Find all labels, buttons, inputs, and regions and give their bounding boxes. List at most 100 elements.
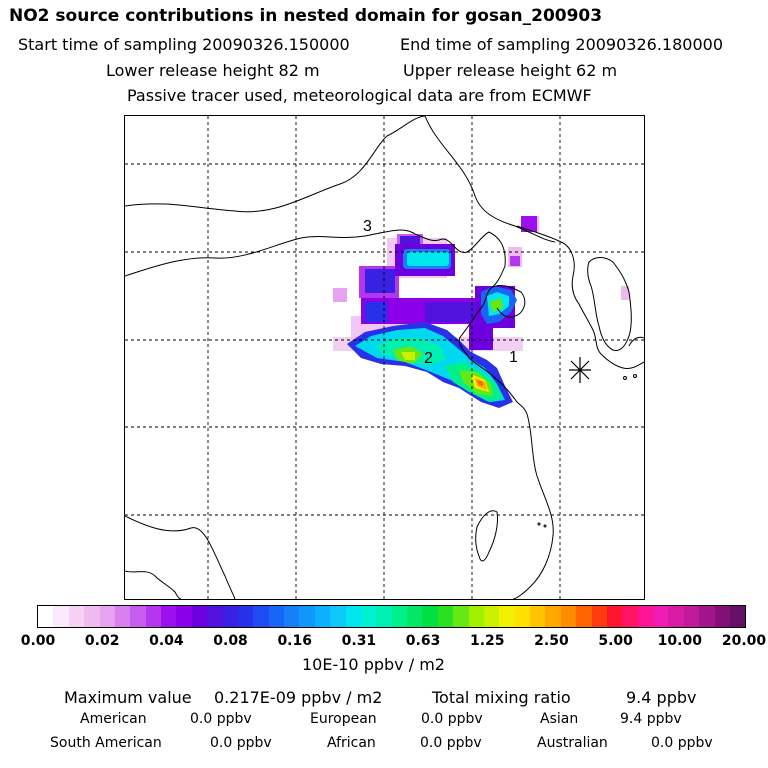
colorbar-tick-label: 0.63 (405, 633, 441, 649)
border-line (125, 515, 236, 599)
colorbar-swatch (130, 606, 146, 627)
colorbar-swatch (345, 606, 361, 627)
colorbar-swatch (161, 606, 177, 627)
colorbar-swatch (237, 606, 254, 627)
region-name: American (80, 711, 147, 727)
source-region-label-1: 1 (509, 349, 518, 366)
colorbar-tick-label: 0.08 (213, 633, 248, 649)
colorbar (37, 605, 746, 628)
colorbar-swatch (222, 606, 238, 627)
meteorology-note: Passive tracer used, meteorological data… (127, 86, 592, 105)
border-line (125, 229, 416, 277)
field-patch (401, 352, 415, 360)
colorbar-swatch (330, 606, 346, 627)
colorbar-swatch (253, 606, 269, 627)
colorbar-swatch (314, 606, 331, 627)
coastline (490, 285, 526, 318)
colorbar-tick-label: 5.00 (598, 633, 633, 649)
colorbar-swatch (637, 606, 653, 627)
colorbar-swatch (591, 606, 607, 627)
colorbar-swatch (729, 606, 746, 627)
colorbar-swatch (653, 606, 669, 627)
max-value: 0.217E-09 ppbv / m2 (214, 688, 383, 707)
colorbar-tick-label: 0.00 (20, 633, 56, 649)
colorbar-swatch (360, 606, 377, 627)
colorbar-swatch (68, 606, 85, 627)
colorbar-swatch (453, 606, 469, 627)
border-line (125, 570, 182, 599)
lower-release-label: Lower release height 82 m (106, 61, 320, 80)
colorbar-swatch (84, 606, 100, 627)
colorbar-swatch (114, 606, 131, 627)
region-name: South American (50, 735, 162, 751)
field-patch (333, 288, 347, 302)
total-mixing-value: 9.4 ppbv (626, 688, 697, 707)
colorbar-tick-label: 0.02 (84, 633, 120, 649)
colorbar-swatch (53, 606, 69, 627)
colorbar-swatch (38, 606, 54, 627)
colorbar-swatch (483, 606, 500, 627)
colorbar-swatch (683, 606, 700, 627)
coastline-borders (125, 116, 644, 599)
colorbar-tick-label: 0.04 (149, 633, 184, 649)
colorbar-swatch (407, 606, 423, 627)
colorbar-swatch (699, 606, 715, 627)
colorbar-tick-label: 0.16 (277, 633, 312, 649)
colorbar-tick-label: 0.31 (341, 633, 377, 649)
coastline (628, 336, 644, 347)
region-name: Asian (540, 711, 579, 727)
border-line (125, 116, 426, 213)
region-value: 0.0 ppbv (210, 735, 272, 751)
region-value: 0.0 ppbv (421, 711, 483, 727)
colorbar-swatch (437, 606, 454, 627)
field-patch (510, 256, 520, 266)
coastline (414, 231, 528, 415)
region-value: 0.0 ppbv (651, 735, 713, 751)
colorbar-swatch (499, 606, 515, 627)
colorbar-swatch (422, 606, 438, 627)
lat-lon-grid (125, 116, 644, 599)
source-region-label-3: 3 (363, 218, 372, 235)
colorbar-swatch (576, 606, 592, 627)
colorbar-swatch (145, 606, 161, 627)
region-name: Australian (537, 735, 608, 751)
border-line (424, 116, 556, 243)
region-name: African (327, 735, 376, 751)
field-patch (477, 380, 483, 386)
colorbar-swatch (284, 606, 300, 627)
source-region-label-2: 2 (424, 350, 433, 367)
colorbar-swatch (299, 606, 315, 627)
colorbar-swatch (622, 606, 638, 627)
field-patch (469, 324, 493, 350)
colorbar-swatch (268, 606, 284, 627)
station-star-icon (569, 357, 591, 383)
region-value: 9.4 ppbv (620, 711, 682, 727)
map-canvas: 1 2 3 (125, 116, 644, 599)
colorbar-swatch (99, 606, 115, 627)
colorbar-swatch (714, 606, 730, 627)
colorbar-swatch (606, 606, 623, 627)
colorbar-swatch (668, 606, 684, 627)
coastline (512, 413, 554, 599)
field-patch (425, 302, 475, 322)
map-panel: 1 2 3 (124, 115, 645, 600)
colorbar-swatch (391, 606, 407, 627)
start-time-label: Start time of sampling 20090326.150000 (18, 35, 350, 54)
max-value-label: Maximum value (64, 688, 192, 707)
field-patch (621, 286, 629, 300)
field-patch (365, 302, 387, 322)
colorbar-swatch (176, 606, 192, 627)
region-value: 0.0 ppbv (420, 735, 482, 751)
field-patch (407, 252, 449, 266)
island-dot (543, 524, 547, 528)
field-patch (365, 269, 395, 293)
colorbar-swatch (191, 606, 208, 627)
colorbar-tick-label: 2.50 (534, 633, 569, 649)
colorbar-swatch (560, 606, 577, 627)
colorbar-swatch (514, 606, 530, 627)
border-line (516, 225, 644, 369)
colorbar-units: 10E-10 ppbv / m2 (302, 655, 445, 674)
colorbar-tick-label: 1.25 (469, 633, 505, 649)
field-patch (521, 216, 537, 232)
colorbar-tick-label: 20.00 (721, 633, 767, 649)
